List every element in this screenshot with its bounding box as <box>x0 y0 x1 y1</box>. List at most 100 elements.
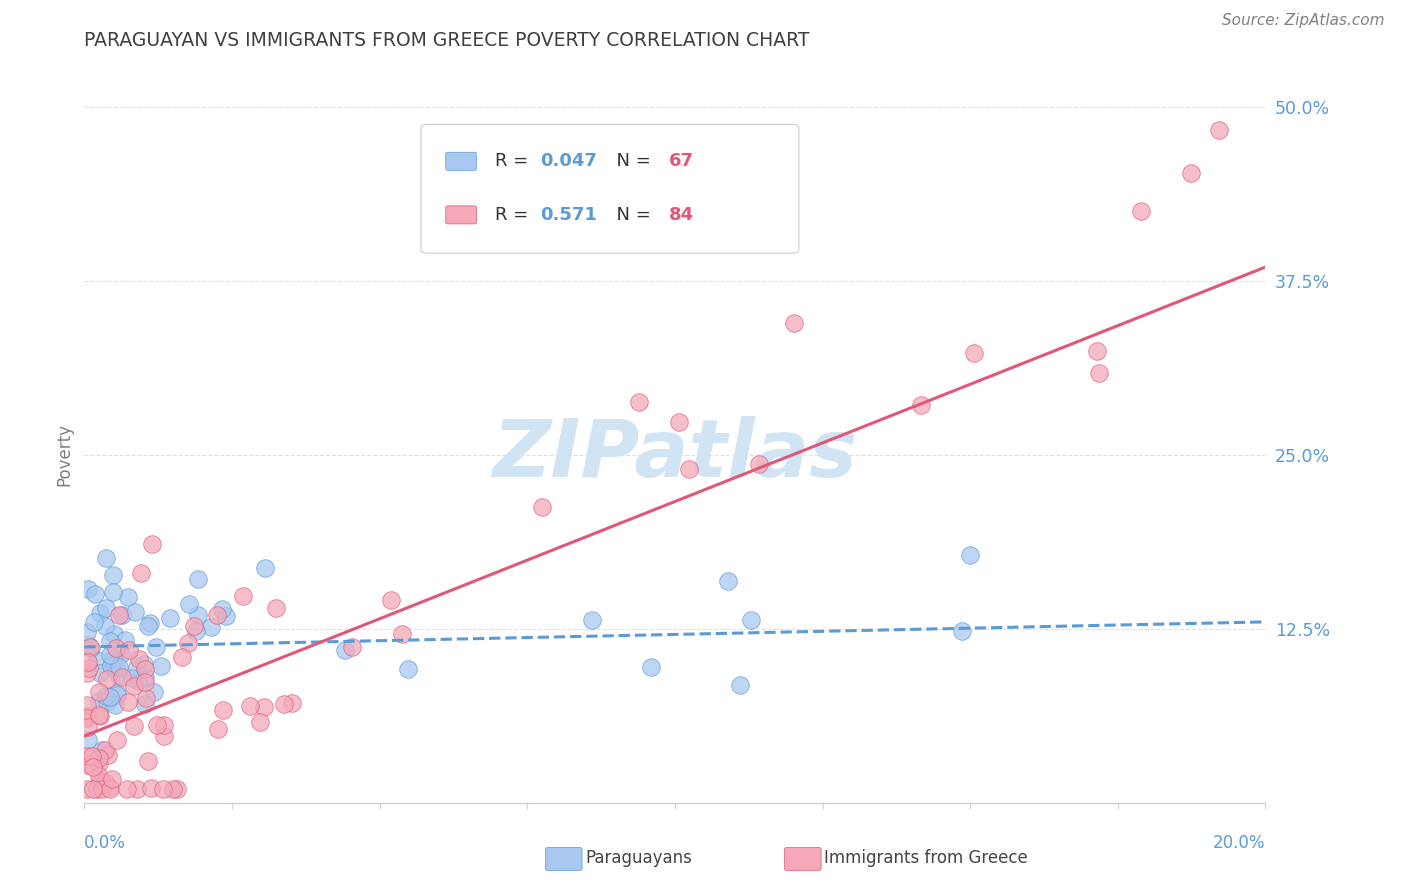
Point <box>211 703 233 717</box>
Point <box>83 615 105 629</box>
Point <box>82 781 104 796</box>
Point <box>76 781 98 796</box>
Point <box>910 398 932 412</box>
Point <box>89 684 111 698</box>
Text: ZIPatlas: ZIPatlas <box>492 416 858 494</box>
Point <box>101 567 124 582</box>
Point <box>627 394 650 409</box>
Point <box>678 461 700 475</box>
Point <box>145 640 167 655</box>
Point <box>135 691 157 706</box>
Point <box>205 607 228 622</box>
Point <box>253 561 276 575</box>
Point <box>77 708 100 723</box>
Point <box>89 769 111 783</box>
Point <box>748 458 770 472</box>
Point <box>103 627 125 641</box>
Point <box>117 590 139 604</box>
Point <box>963 346 986 360</box>
Point <box>105 686 128 700</box>
Text: 67: 67 <box>669 153 695 170</box>
Point <box>200 620 222 634</box>
Point <box>118 642 141 657</box>
Point <box>100 659 122 673</box>
Point <box>333 643 356 657</box>
Point <box>177 597 200 611</box>
Point <box>186 624 208 638</box>
Point <box>110 648 132 662</box>
Point <box>124 718 146 732</box>
Point <box>111 607 134 622</box>
Point <box>717 574 740 588</box>
Point <box>89 665 111 680</box>
Point <box>134 675 156 690</box>
Point <box>91 742 114 756</box>
Point <box>1180 166 1202 180</box>
FancyBboxPatch shape <box>446 206 477 224</box>
Text: Source: ZipAtlas.com: Source: ZipAtlas.com <box>1222 13 1385 29</box>
Point <box>89 694 111 708</box>
Point <box>97 747 120 762</box>
Point <box>121 671 143 685</box>
Point <box>76 666 98 681</box>
Point <box>76 732 98 747</box>
Point <box>232 589 254 603</box>
Point <box>108 608 131 623</box>
Point <box>640 659 662 673</box>
Point <box>391 627 413 641</box>
Point <box>76 748 98 763</box>
FancyBboxPatch shape <box>446 153 477 170</box>
Point <box>122 679 145 693</box>
Point <box>187 572 209 586</box>
Point <box>111 670 134 684</box>
Text: R =: R = <box>495 153 534 170</box>
Y-axis label: Poverty: Poverty <box>55 424 73 486</box>
Point <box>211 602 233 616</box>
Point <box>77 660 100 674</box>
Point <box>129 566 152 580</box>
Point <box>207 723 229 737</box>
Point <box>77 638 100 652</box>
Point <box>101 584 124 599</box>
Point <box>98 781 121 796</box>
Point <box>96 689 118 703</box>
Point <box>98 690 121 705</box>
Point <box>146 718 169 732</box>
Point <box>89 774 111 789</box>
Point <box>98 648 121 662</box>
Point <box>1085 343 1108 358</box>
Point <box>668 415 690 429</box>
Point <box>89 751 111 765</box>
Point <box>134 657 156 671</box>
Point <box>127 781 149 796</box>
Point <box>94 619 117 633</box>
Point <box>76 758 98 772</box>
Point <box>159 611 181 625</box>
Point <box>1088 366 1111 380</box>
Point <box>103 651 125 665</box>
Point <box>142 685 165 699</box>
Point <box>959 548 981 562</box>
Point <box>239 698 262 713</box>
Point <box>134 662 156 676</box>
Point <box>136 754 159 768</box>
Point <box>77 655 100 669</box>
Point <box>105 688 128 702</box>
Point <box>80 641 103 656</box>
Point <box>94 600 117 615</box>
Text: N =: N = <box>605 153 657 170</box>
Point <box>141 537 163 551</box>
Point <box>153 729 176 743</box>
Point <box>136 619 159 633</box>
Point <box>150 658 173 673</box>
Point <box>124 605 146 619</box>
Point <box>273 697 295 711</box>
Point <box>1130 204 1153 219</box>
Text: Immigrants from Greece: Immigrants from Greece <box>824 849 1028 867</box>
Point <box>105 733 128 747</box>
Point <box>740 613 762 627</box>
Point <box>100 654 122 668</box>
Point <box>152 717 174 731</box>
Text: 84: 84 <box>669 206 695 224</box>
Point <box>84 754 107 768</box>
